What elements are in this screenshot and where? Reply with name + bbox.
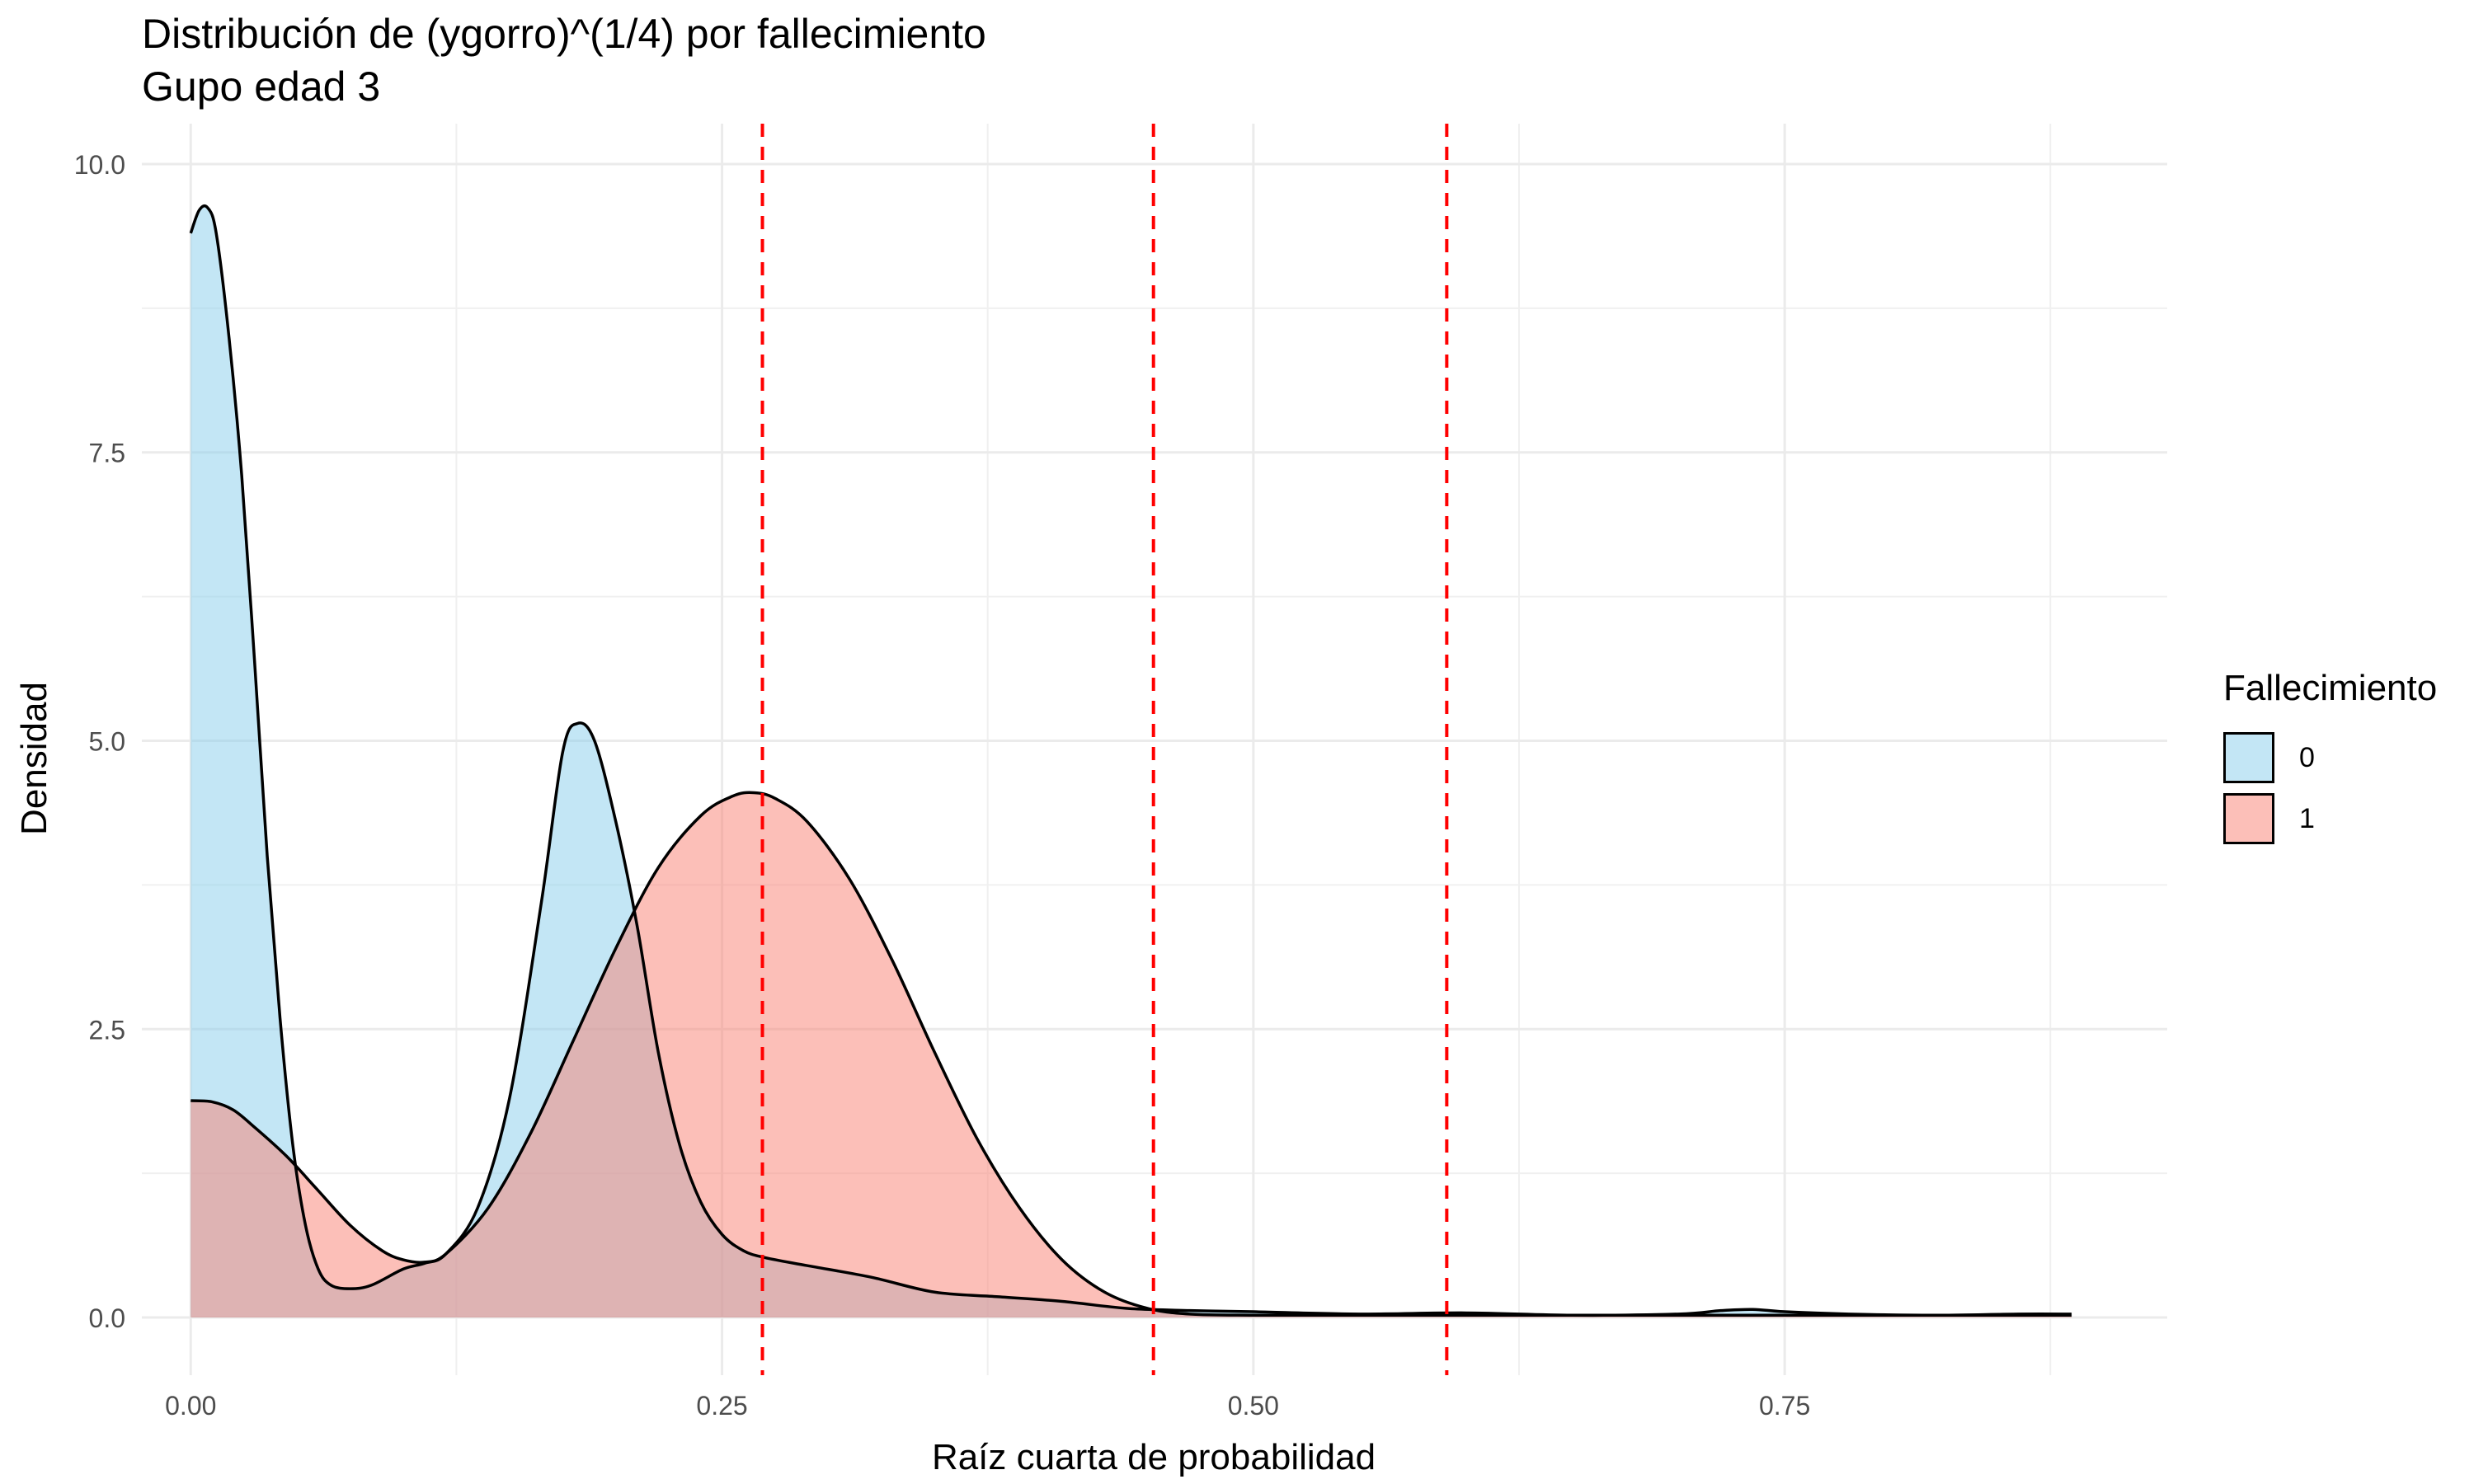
- reference-lines: [760, 124, 1449, 1375]
- x-axis-ticks: 0.00 0.25 0.50 0.75: [165, 1391, 1810, 1421]
- y-axis-ticks: 0.0 2.5 5.0 7.5 10.0: [74, 150, 125, 1333]
- chart-title: Distribución de (ygorro)^(1/4) por falle…: [142, 11, 986, 57]
- density-line-0: [189, 204, 2072, 1317]
- y-tick-label: 2.5: [89, 1015, 125, 1045]
- density-areas: [189, 204, 2072, 1318]
- density-area-0: [190, 205, 2072, 1318]
- x-tick-label: 0.75: [1759, 1391, 1810, 1421]
- legend: Fallecimiento 0 1: [2223, 668, 2437, 849]
- legend-label-1: 1: [2299, 802, 2315, 834]
- y-axis-label: Densidad: [14, 682, 54, 835]
- legend-item-1: 1: [2223, 788, 2437, 849]
- legend-title: Fallecimiento: [2223, 668, 2438, 708]
- chart-subtitle: Gupo edad 3: [142, 63, 381, 110]
- legend-item-0: 0: [2223, 727, 2437, 788]
- y-tick-label: 7.5: [89, 439, 125, 468]
- x-tick-label: 0.50: [1228, 1391, 1279, 1421]
- y-tick-label: 5.0: [89, 727, 125, 757]
- legend-label-0: 0: [2299, 741, 2315, 773]
- density-line-1: [190, 791, 2072, 1317]
- density-area-1: [190, 792, 2072, 1318]
- x-tick-label: 0.25: [696, 1391, 747, 1421]
- x-axis-label: Raíz cuarta de probabilidad: [932, 1437, 1376, 1477]
- x-tick-label: 0.00: [165, 1391, 216, 1421]
- legend-key-1: [2223, 793, 2274, 844]
- y-tick-label: 10.0: [74, 150, 125, 180]
- legend-key-0: [2223, 732, 2274, 783]
- y-tick-label: 0.0: [89, 1303, 125, 1333]
